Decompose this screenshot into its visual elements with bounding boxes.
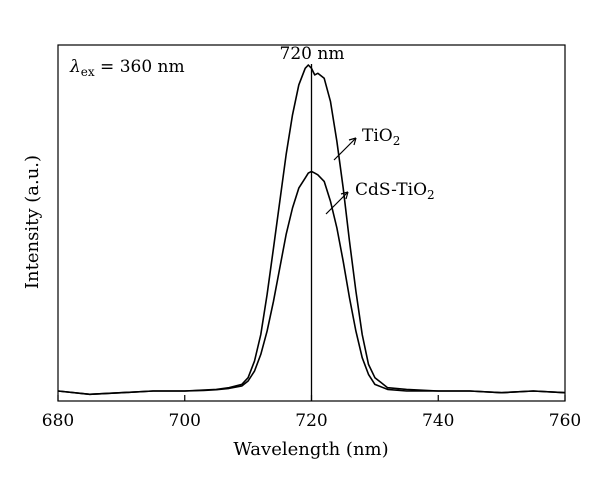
x-tick-label-760: 760 [549, 411, 581, 431]
excitation-value: = 360 nm [95, 57, 185, 77]
tio2-arrow-line [333, 137, 357, 161]
tio2-arrow-head [348, 137, 357, 146]
excitation-annotation: λex = 360 nm [69, 57, 185, 79]
x-axis-title: Wavelength (nm) [233, 439, 388, 460]
cds-tio2-arrow-head [340, 191, 349, 200]
peak-label: 720 nm [280, 44, 345, 64]
svg-text:TiO2: TiO2 [362, 126, 400, 148]
x-tick-label-740: 740 [422, 411, 454, 431]
cds-tio2-arrow-line [325, 191, 349, 215]
series-line-cds-tio2 [57, 170, 566, 396]
excitation-subscript: ex [81, 65, 95, 79]
svg-text:CdS-TiO2: CdS-TiO2 [355, 180, 435, 202]
tio2-label-subscript: 2 [393, 134, 401, 148]
series-layer [57, 64, 566, 396]
y-axis-title: Intensity (a.u.) [22, 155, 43, 289]
x-tick-label-720: 720 [295, 411, 327, 431]
x-tick-layer: 680 700 720 740 760 [42, 395, 581, 431]
cds-tio2-series-label: CdS-TiO2 [325, 180, 435, 215]
tio2-series-label: TiO2 [333, 126, 400, 161]
x-tick-label-700: 700 [169, 411, 201, 431]
excitation-lambda: λ [69, 57, 81, 77]
tio2-label-text: TiO [362, 126, 393, 146]
cds-tio2-label-text: CdS-TiO [355, 180, 427, 200]
x-tick-label-680: 680 [42, 411, 74, 431]
cds-tio2-label-subscript: 2 [427, 188, 435, 202]
